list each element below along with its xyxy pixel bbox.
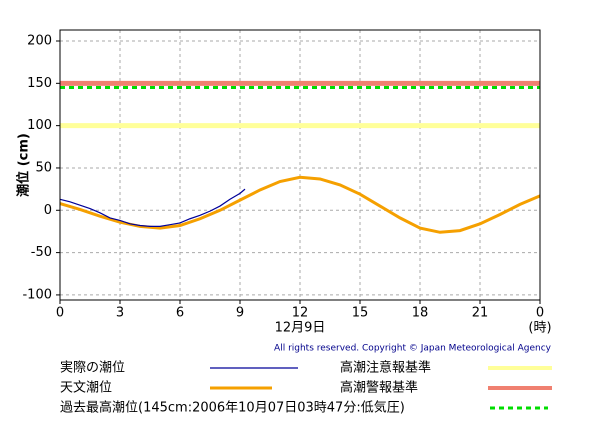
x-unit: (時) (528, 321, 551, 336)
tide-line (59, 175, 541, 234)
y-axis-label: 潮位 (cm) (16, 133, 32, 197)
legend-label: 天文潮位 (60, 381, 112, 396)
y-tick-label: -100 (22, 287, 52, 302)
legend-label: 高潮警報基準 (340, 380, 418, 396)
x-tick-label: 6 (176, 306, 184, 321)
y-tick-label: -50 (31, 245, 52, 260)
legend-label: 高潮注意報基準 (340, 360, 431, 376)
y-tick-label: 200 (27, 34, 52, 49)
x-tick-label: 0 (536, 306, 544, 321)
y-tick-label: 0 (44, 203, 52, 218)
x-tick-label: 12 (292, 306, 309, 321)
copyright: All rights reserved. Copyright © Japan M… (274, 344, 552, 354)
x-axis-label: 12月9日 (275, 321, 326, 336)
tide-line (59, 188, 246, 227)
x-tick-label: 18 (412, 306, 429, 321)
x-tick-label: 9 (236, 306, 244, 321)
x-tick-label: 3 (116, 306, 124, 321)
y-tick-label: 150 (27, 76, 52, 91)
y-tick-label: 50 (35, 160, 52, 175)
legend-label: 実際の潮位 (60, 360, 125, 376)
y-tick-label: 100 (27, 118, 52, 133)
x-tick-label: 21 (472, 306, 489, 321)
x-tick-label: 15 (352, 306, 369, 321)
legend-label: 過去最高潮位(145cm:2006年10月07日03時47分:低気圧) (60, 400, 405, 416)
plot-border (59, 29, 541, 301)
x-tick-label: 0 (56, 306, 64, 321)
